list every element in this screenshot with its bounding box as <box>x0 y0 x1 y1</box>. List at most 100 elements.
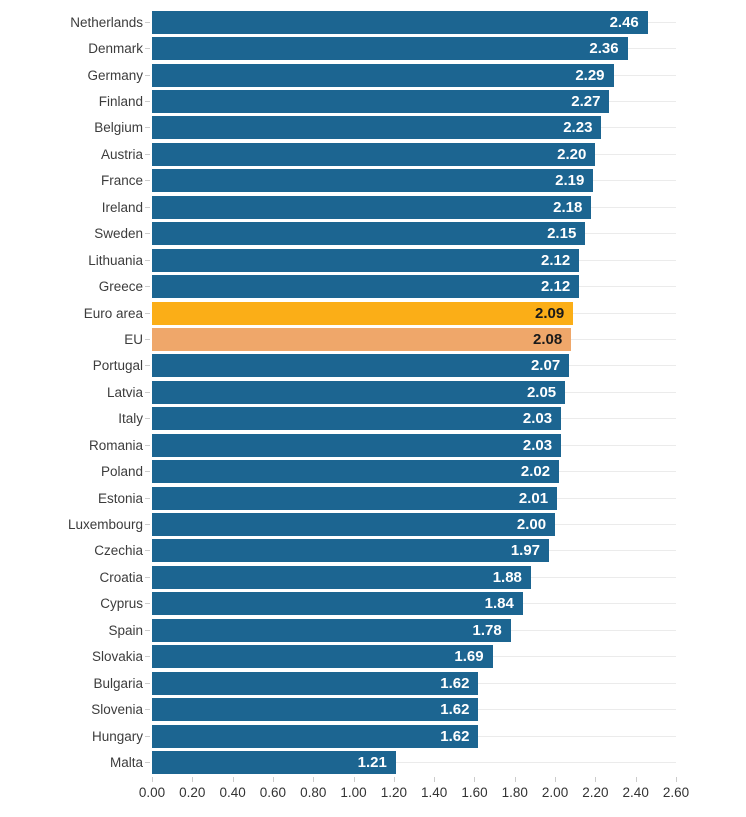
bar-track: 2.02 <box>152 458 676 484</box>
bar-row: Slovenia 1.62 <box>0 696 746 722</box>
category-tick-mark <box>145 418 150 420</box>
category-tick-mark <box>145 497 150 499</box>
bar[interactable]: 1.69 <box>152 645 493 669</box>
category-tick <box>143 735 152 737</box>
bar-track: 2.20 <box>152 141 676 167</box>
bar[interactable]: 2.18 <box>152 195 592 219</box>
bar-row: Estonia 2.01 <box>0 485 746 511</box>
category-tick <box>143 682 152 684</box>
category-tick <box>143 656 152 658</box>
bar-value-label: 2.03 <box>522 410 553 428</box>
category-tick <box>143 576 152 578</box>
bar-value-label: 1.62 <box>440 701 470 719</box>
bar[interactable]: 2.29 <box>152 63 614 87</box>
category-tick-mark <box>145 180 150 182</box>
bar[interactable]: 2.27 <box>152 90 610 114</box>
x-tick-label: 1.20 <box>380 785 407 800</box>
bar[interactable]: 2.01 <box>152 486 558 510</box>
category-tick <box>143 391 152 393</box>
category-label: Finland <box>98 94 143 110</box>
bar[interactable]: 1.84 <box>152 592 523 616</box>
bar[interactable]: 2.12 <box>152 248 580 272</box>
bar-value-label: 1.78 <box>472 621 502 639</box>
bar-track: 2.12 <box>152 273 676 299</box>
bar-row: Romania 2.03 <box>0 432 746 458</box>
bar[interactable]: 2.12 <box>152 275 580 299</box>
bar-value-label: 2.15 <box>547 225 577 243</box>
bar[interactable]: 2.00 <box>152 513 556 537</box>
category-label: Malta <box>109 754 143 770</box>
category-tick <box>143 629 152 631</box>
x-tick-label: 1.00 <box>340 785 367 800</box>
bar-value-label: 1.88 <box>492 568 522 586</box>
bar-value-label: 2.36 <box>589 40 619 58</box>
bar[interactable]: 2.05 <box>152 380 566 404</box>
category-label: Czechia <box>94 543 143 559</box>
x-axis-tick-mark <box>232 777 234 782</box>
category-tick-mark <box>145 656 150 658</box>
x-axis: 0.00 0.20 0.40 0.60 0.80 1.00 1.20 1.40 1.60 1.80… <box>139 777 689 811</box>
category-label: Slovenia <box>91 702 143 718</box>
bar[interactable]: 1.62 <box>152 724 479 748</box>
category-tick-mark <box>145 471 150 473</box>
category-tick <box>143 180 152 182</box>
bar[interactable]: 2.19 <box>152 169 594 193</box>
x-tick-label: 0.20 <box>179 785 206 800</box>
bar[interactable]: 2.46 <box>152 10 648 34</box>
category-label: EU <box>124 331 143 347</box>
bar-row: Italy 2.03 <box>0 406 746 432</box>
category-tick-mark <box>145 603 150 605</box>
bar[interactable]: 2.15 <box>152 222 586 246</box>
x-tick-label: 1.80 <box>501 785 528 800</box>
category-tick <box>143 233 152 235</box>
category-tick-mark <box>145 709 150 711</box>
category-tick <box>143 497 152 499</box>
bar-row: Croatia 1.88 <box>0 564 746 590</box>
bar-track: 2.03 <box>152 406 676 432</box>
category-tick-mark <box>145 391 150 393</box>
x-tick-label: 0.80 <box>300 785 327 800</box>
bar-value-label: 1.21 <box>357 753 387 771</box>
bar[interactable]: 2.23 <box>152 116 602 140</box>
bar[interactable]: 1.62 <box>152 671 479 695</box>
bar-track: 2.09 <box>152 300 676 326</box>
bar[interactable]: 2.36 <box>152 37 628 61</box>
category-label: Lithuania <box>88 252 143 268</box>
bar[interactable]: 1.88 <box>152 565 531 589</box>
category-tick-mark <box>145 101 150 103</box>
bar[interactable]: 2.03 <box>152 407 562 431</box>
category-tick <box>143 603 152 605</box>
bar-rows: Netherlands 2.46 Denmark 2.36 Germany 2.29 Fin… <box>0 9 746 776</box>
bar-row: Czechia 1.97 <box>0 538 746 564</box>
bar[interactable]: 2.03 <box>152 433 562 457</box>
bar[interactable]: 1.97 <box>152 539 550 563</box>
bar-value-label: 2.05 <box>526 383 557 401</box>
bar-row: Portugal 2.07 <box>0 353 746 379</box>
bar-value-label: 2.09 <box>535 304 565 322</box>
category-tick <box>143 101 152 103</box>
bar[interactable]: 1.62 <box>152 698 479 722</box>
bar-track: 1.88 <box>152 564 676 590</box>
x-tick-label: 2.60 <box>662 785 690 800</box>
x-tick-label: 1.40 <box>421 785 448 800</box>
bar-value-label: 2.12 <box>541 251 571 269</box>
category-label: Hungary <box>91 728 143 744</box>
bar[interactable]: 2.07 <box>152 354 570 378</box>
x-tick-label: 2.40 <box>622 785 649 800</box>
category-tick-mark <box>145 576 150 578</box>
category-label: Belgium <box>94 120 143 136</box>
bar-row: Netherlands 2.46 <box>0 9 746 35</box>
bar-highlight-euro_area[interactable]: 2.09 <box>152 301 574 325</box>
bar-value-label: 2.19 <box>555 172 585 190</box>
bar-highlight-eu[interactable]: 2.08 <box>152 327 572 351</box>
bar-value-label: 2.01 <box>518 489 549 507</box>
category-label: Romania <box>88 437 143 453</box>
bar-row: Denmark 2.36 <box>0 35 746 61</box>
bar[interactable]: 1.78 <box>152 618 511 642</box>
bar[interactable]: 2.02 <box>152 460 560 484</box>
bar[interactable]: 2.20 <box>152 142 596 166</box>
category-tick <box>143 21 152 23</box>
bar-track: 2.19 <box>152 168 676 194</box>
bar[interactable]: 1.21 <box>152 750 396 774</box>
category-tick-mark <box>145 338 150 340</box>
